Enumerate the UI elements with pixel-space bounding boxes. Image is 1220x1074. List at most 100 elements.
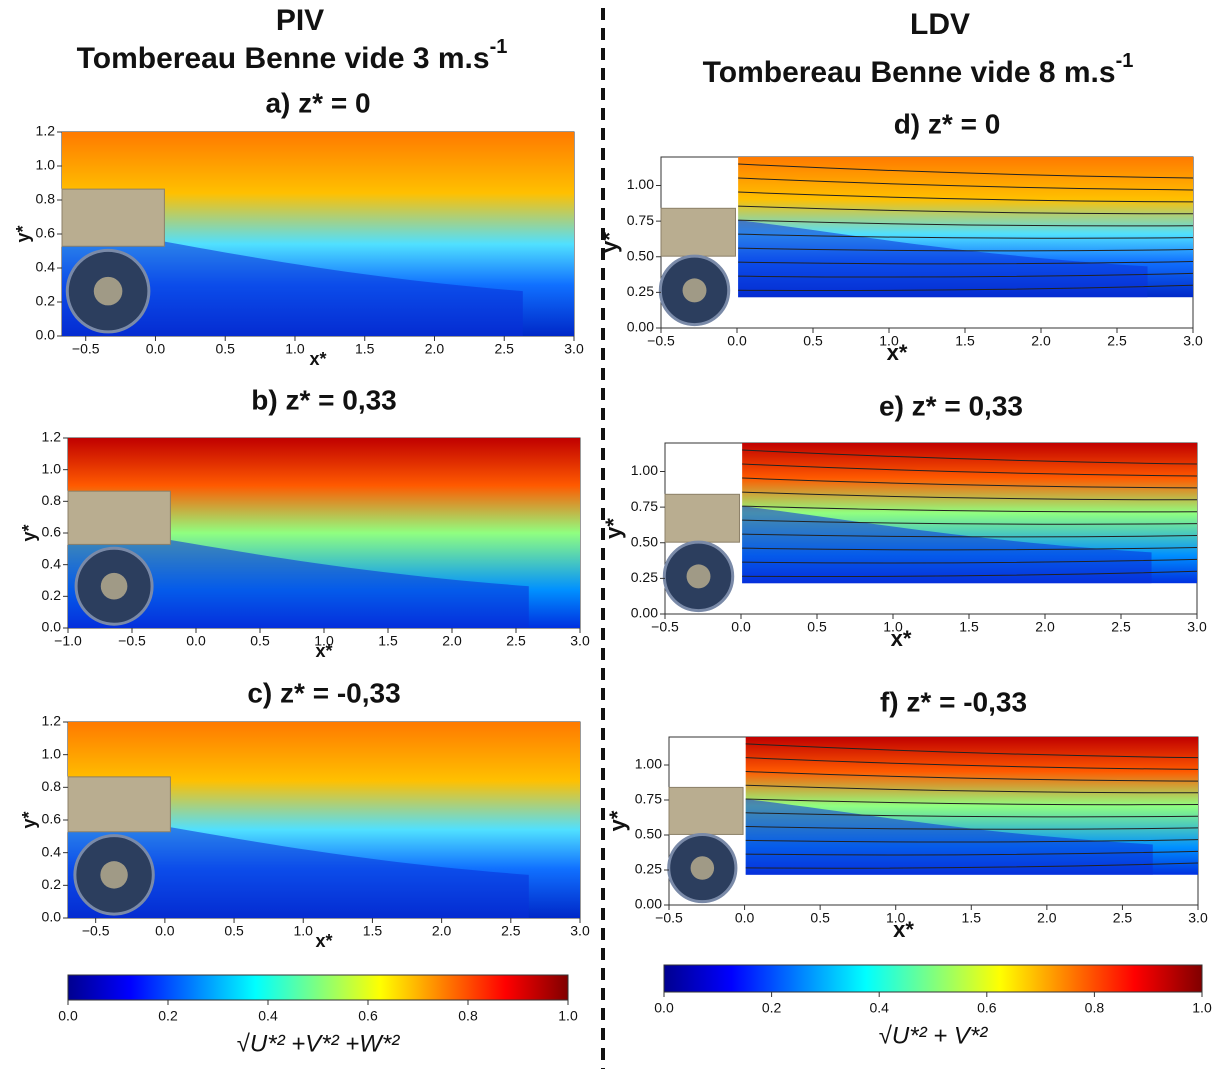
colorbar-tick-label: 0.8 (1085, 1000, 1105, 1016)
streamline (738, 260, 1194, 265)
x-tick-label: 1.0 (285, 341, 305, 357)
streamline (745, 757, 1199, 770)
x-tick-label: 3.0 (570, 633, 590, 649)
y-axis-label: y* (19, 524, 39, 541)
method: PIV (276, 4, 324, 37)
x-tick-label: 2.5 (501, 923, 521, 939)
y-tick-label: 0.8 (42, 778, 62, 794)
x-tick-label: −0.5 (82, 923, 110, 939)
y-tick-label: 0.50 (635, 826, 662, 842)
vehicle-hub (100, 572, 128, 600)
x-axis-label: x* (893, 917, 914, 942)
x-tick-label: 3.0 (1187, 619, 1207, 635)
x-axis-label: x* (315, 931, 332, 951)
x-tick-label: 0.5 (224, 923, 244, 939)
low-velocity-zone (62, 223, 523, 336)
streamline (738, 284, 1194, 292)
streamline (745, 850, 1199, 856)
x-tick-label: −0.5 (651, 619, 679, 635)
panel-title: e) z* = 0,33 (879, 390, 1023, 421)
streamline (742, 546, 1198, 551)
streamline (742, 558, 1198, 564)
vehicle-body (67, 490, 171, 545)
x-axis-label: x* (315, 641, 332, 661)
y-tick-label: 0.25 (627, 283, 654, 299)
y-tick-label: 0.50 (627, 247, 654, 263)
y-tick-label: 0.00 (635, 896, 662, 912)
streamline (745, 826, 1199, 830)
y-tick-label: 0.25 (635, 861, 662, 877)
x-tick-label: −0.5 (72, 341, 100, 357)
x-tick-label: 0.5 (803, 333, 823, 349)
low-velocity-zone (742, 506, 1152, 584)
x-tick-label: 1.0 (879, 333, 899, 349)
y-tick-label: 0.0 (42, 619, 62, 635)
x-tick-label: −0.5 (655, 910, 683, 926)
x-tick-label: 2.0 (442, 633, 462, 649)
y-tick-label: 0.4 (42, 555, 62, 571)
x-tick-label: 0.5 (810, 910, 830, 926)
x-tick-label: 0.0 (155, 923, 175, 939)
y-axis-label: y* (19, 811, 39, 828)
vehicle-hub (686, 564, 711, 589)
y-tick-label: 0.00 (627, 319, 654, 335)
colorbar-tick-label: 0.4 (258, 1008, 278, 1024)
x-tick-label: 2.0 (425, 341, 445, 357)
vehicle-body (61, 188, 165, 247)
streamline (738, 177, 1194, 191)
panel-title: f) z* = -0,33 (880, 686, 1027, 717)
y-tick-label: 0.2 (42, 587, 62, 603)
vehicle-body (664, 493, 740, 543)
x-tick-label: 0.0 (731, 619, 751, 635)
panel-title: c) z* = -0,33 (247, 677, 400, 708)
y-tick-label: 0.00 (631, 605, 658, 621)
colorbar-tick-label: 0.0 (654, 1000, 674, 1016)
colorbar-label: √U*² + V*² (879, 1022, 989, 1049)
x-tick-label: 3.0 (1183, 333, 1203, 349)
colorbar-tick-label: 1.0 (1192, 1000, 1212, 1016)
x-tick-label: 1.5 (955, 333, 975, 349)
vehicle-body (67, 776, 171, 833)
y-tick-label: 0.75 (635, 791, 662, 807)
y-tick-label: 0.50 (631, 533, 658, 549)
vehicle-body (660, 207, 736, 257)
vehicle-hub (690, 856, 715, 880)
colorbar-tick-label: 1.0 (558, 1008, 578, 1024)
low-velocity-zone (745, 798, 1153, 875)
y-tick-label: 0.4 (36, 259, 56, 275)
y-axis-label: y* (597, 232, 622, 253)
streamline (742, 449, 1198, 465)
panel-title: a) z* = 0 (265, 87, 370, 118)
streamline (738, 233, 1194, 239)
y-tick-label: 0.8 (42, 492, 62, 508)
y-axis-label: y* (605, 810, 630, 831)
y-tick-label: 0.0 (36, 327, 56, 343)
y-tick-label: 0.75 (631, 498, 658, 514)
x-tick-label: 1.0 (294, 923, 314, 939)
x-tick-label: 2.0 (432, 923, 452, 939)
panel-title: b) z* = 0,33 (251, 384, 397, 415)
streamline (738, 272, 1194, 278)
streamline (738, 163, 1194, 179)
x-tick-label: −0.5 (647, 333, 675, 349)
panel-title: d) z* = 0 (894, 108, 1001, 139)
colorbar-tick-label: 0.2 (762, 1000, 782, 1016)
x-tick-label: 2.5 (506, 633, 526, 649)
y-tick-label: 0.4 (42, 843, 62, 859)
x-tick-label: 1.5 (962, 910, 982, 926)
x-tick-label: 0.0 (146, 341, 166, 357)
x-tick-label: 1.0 (314, 633, 334, 649)
y-tick-label: 0.2 (42, 876, 62, 892)
streamline (738, 219, 1194, 227)
x-tick-label: 2.0 (1035, 619, 1055, 635)
vehicle-body (668, 786, 744, 835)
x-tick-label: 1.5 (959, 619, 979, 635)
colorbar-tick-label: 0.6 (358, 1008, 378, 1024)
low-velocity-zone (68, 523, 529, 628)
x-tick-label: 2.5 (1111, 619, 1131, 635)
colorbar-tick-label: 0.6 (977, 1000, 997, 1016)
y-tick-label: 1.0 (36, 157, 56, 173)
vehicle-hub (682, 278, 707, 303)
y-tick-label: 1.00 (631, 462, 658, 478)
